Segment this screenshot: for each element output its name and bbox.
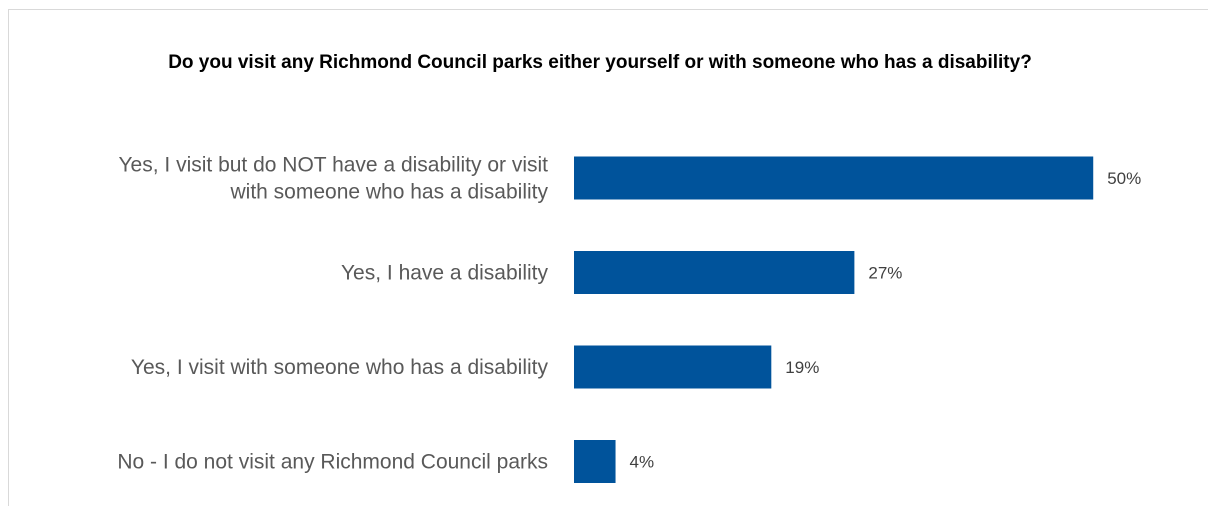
chart-title: Do you visit any Richmond Council parks … [168,52,1032,73]
category-label-1: Yes, I have a disability [341,262,549,285]
bar-2 [574,345,772,389]
value-label-1: 27% [868,264,902,283]
category-label-3: No - I do not visit any Richmond Council… [117,451,548,474]
bar-3 [574,440,616,483]
bar-1 [574,251,855,294]
value-label-2: 19% [785,358,819,377]
category-label-0-line-1: with someone who has a disability [229,181,548,204]
category-label-2: Yes, I visit with someone who has a disa… [131,356,549,379]
chart-frame [8,9,1208,506]
bar-0 [574,156,1094,200]
category-label-0-line-0: Yes, I visit but do NOT have a disabilit… [118,154,548,177]
value-label-3: 4% [630,453,655,472]
value-label-0: 50% [1107,169,1141,188]
